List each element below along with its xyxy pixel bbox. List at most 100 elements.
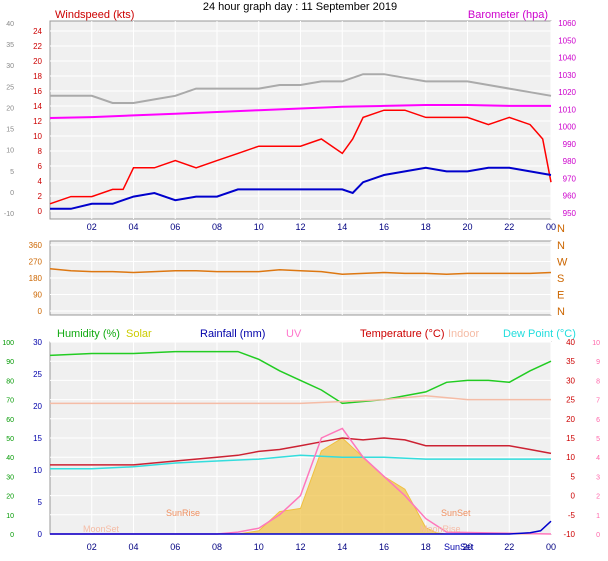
- wind-y-tick: 2: [38, 192, 43, 201]
- dir-y-tick: 90: [33, 291, 42, 300]
- baro-y-tick: 1010: [558, 105, 576, 114]
- windspeed-label: Windspeed (kts): [55, 9, 134, 21]
- outer-y-tick: 15: [6, 127, 14, 134]
- rain-y-tick: 0: [38, 530, 43, 539]
- humidity-y-tick: 50: [6, 436, 14, 443]
- sun-moon-annotation: MoonSet: [83, 524, 120, 534]
- wind-y-tick: 12: [33, 117, 42, 126]
- rainfall-label: Rainfall (mm): [200, 328, 265, 340]
- dir-y-tick: 360: [29, 241, 43, 250]
- chart-title: 24 hour graph day : 11 September 2019: [203, 1, 397, 13]
- dir-compass-tick: N: [557, 306, 565, 318]
- wind-y-tick: 24: [33, 27, 42, 36]
- x-tick-label: 22: [504, 222, 514, 232]
- humidity-y-tick: 70: [6, 398, 14, 405]
- humidity-y-tick: 20: [6, 494, 14, 501]
- wind-y-tick: 10: [33, 132, 42, 141]
- x-tick-label: 12: [295, 222, 305, 232]
- humidity-y-tick: 0: [10, 532, 14, 539]
- baro-y-tick: 950: [563, 209, 577, 218]
- uv-y-tick: 8: [596, 378, 600, 385]
- uv-y-tick: 9: [596, 359, 600, 366]
- temp-y-tick: 40: [566, 338, 575, 347]
- baro-y-tick: 960: [563, 192, 577, 201]
- uv-y-tick: 5: [596, 436, 600, 443]
- wind-history-line: [50, 73, 552, 104]
- dir-y-tick: 270: [29, 258, 43, 267]
- temp-y-tick: 35: [566, 357, 575, 366]
- outer-y-tick: 35: [6, 42, 14, 49]
- x-tick-label: 04: [128, 222, 138, 232]
- x-tick-label: 12: [295, 542, 305, 552]
- x-tick-label: 02: [87, 222, 97, 232]
- baro-y-tick: 1030: [558, 71, 576, 80]
- dir-compass-tick: N: [557, 223, 565, 235]
- x-tick-label: 02: [87, 542, 97, 552]
- outer-y-tick: 30: [6, 63, 14, 70]
- x-tick-label: 18: [421, 222, 431, 232]
- barometer-line: [49, 104, 551, 119]
- outer-y-tick: 5: [10, 169, 14, 176]
- temp-y-tick: 25: [566, 396, 575, 405]
- wind-y-tick: 14: [33, 102, 42, 111]
- x-tick-label: 04: [128, 542, 138, 552]
- baro-y-tick: 1040: [558, 54, 576, 63]
- wind-y-tick: 0: [38, 207, 43, 216]
- dewpoint-line: [50, 454, 551, 470]
- barometer-label: Barometer (hpa): [468, 9, 548, 21]
- uv-y-tick: 7: [596, 398, 600, 405]
- uv-y-tick: 10: [592, 340, 600, 347]
- windavg-line: [50, 166, 552, 210]
- dir-y-tick: 0: [38, 307, 43, 316]
- uv-y-tick: 3: [596, 474, 600, 481]
- temp-y-tick: -10: [563, 530, 575, 539]
- indoor-line: [50, 395, 551, 405]
- wind-y-tick: 4: [38, 177, 43, 186]
- uv-line: [50, 427, 552, 535]
- wind-y-tick: 8: [38, 147, 43, 156]
- humidity-y-tick: 100: [2, 340, 14, 347]
- temp-y-tick: 0: [571, 492, 576, 501]
- humidity-y-tick: 10: [6, 513, 14, 520]
- dir-compass-tick: E: [557, 290, 564, 302]
- dir-y-tick: 180: [29, 274, 43, 283]
- x-tick-label: 20: [462, 542, 472, 552]
- x-tick-label: 10: [254, 542, 264, 552]
- wind-y-tick: 22: [33, 42, 42, 51]
- x-tick-label: 00: [546, 222, 556, 232]
- humidity-y-tick: 30: [6, 474, 14, 481]
- x-tick-label: 16: [379, 542, 389, 552]
- rain-y-tick: 5: [38, 498, 43, 507]
- wind-direction-line: [49, 268, 552, 276]
- dir-compass-tick: N: [557, 240, 565, 252]
- x-tick-label: 18: [421, 542, 431, 552]
- rain-y-tick: 25: [33, 370, 42, 379]
- x-tick-label: 06: [170, 222, 180, 232]
- x-tick-label: 14: [337, 542, 347, 552]
- sun-moon-annotation: SunRise: [166, 508, 200, 518]
- baro-y-tick: 1050: [558, 36, 576, 45]
- uv-y-tick: 2: [596, 494, 600, 501]
- temp-y-tick: 5: [571, 472, 576, 481]
- outer-y-tick: 10: [6, 148, 14, 155]
- windspeed-line: [49, 109, 552, 205]
- humidity-line: [49, 350, 552, 405]
- x-tick-label: 00: [546, 542, 556, 552]
- baro-y-tick: 970: [563, 174, 577, 183]
- baro-y-tick: 1060: [558, 19, 576, 28]
- temp-y-tick: -5: [568, 511, 576, 520]
- outer-y-tick: 25: [6, 84, 14, 91]
- indoor-label: Indoor: [448, 328, 480, 340]
- baro-y-tick: 990: [563, 140, 577, 149]
- humidity-y-tick: 90: [6, 359, 14, 366]
- rain-y-tick: 30: [33, 338, 42, 347]
- dir-compass-tick: W: [557, 257, 568, 269]
- humidity-y-tick: 60: [6, 417, 14, 424]
- uv-y-tick: 4: [596, 455, 600, 462]
- rainfall-line: [50, 520, 552, 535]
- dewpoint-label: Dew Point (°C): [503, 328, 576, 340]
- humidity-y-tick: 80: [6, 378, 14, 385]
- wind-y-tick: 6: [38, 162, 43, 171]
- wind-y-tick: 18: [33, 72, 42, 81]
- temp-y-tick: 10: [566, 453, 575, 462]
